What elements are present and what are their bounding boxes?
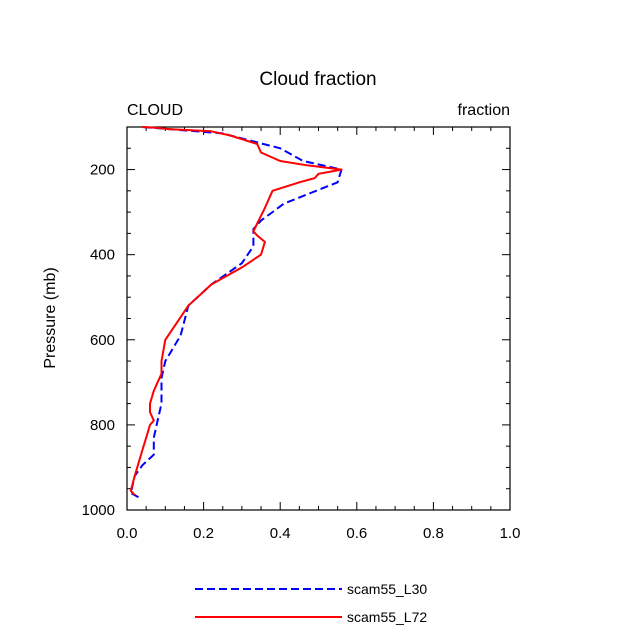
legend: scam55_L30 scam55_L72 bbox=[195, 581, 427, 625]
left-string-label: CLOUD bbox=[127, 102, 183, 119]
y-tick-label: 600 bbox=[90, 332, 115, 349]
y-axis-ticks: 200 400 600 800 1000 bbox=[82, 126, 510, 519]
x-tick-label: 0.6 bbox=[346, 525, 367, 542]
x-axis-ticks: 0.0 0.2 0.4 0.6 0.8 1.0 bbox=[117, 127, 521, 542]
y-tick-label: 1000 bbox=[82, 502, 115, 519]
legend-label: scam55_L72 bbox=[347, 609, 427, 625]
series-line-scam55_L30 bbox=[129, 126, 343, 499]
x-tick-label: 0.4 bbox=[270, 525, 291, 542]
series-lines bbox=[129, 126, 343, 499]
right-string-label: fraction bbox=[458, 102, 510, 119]
chart-title: Cloud fraction bbox=[259, 69, 376, 90]
x-tick-label: 1.0 bbox=[500, 525, 521, 542]
y-tick-label: 800 bbox=[90, 417, 115, 434]
y-tick-label: 400 bbox=[90, 247, 115, 264]
series-line-scam55_L72 bbox=[129, 126, 343, 496]
legend-label: scam55_L30 bbox=[347, 581, 427, 597]
y-axis-label: Pressure (mb) bbox=[42, 267, 59, 368]
y-tick-label: 200 bbox=[90, 162, 115, 179]
x-tick-label: 0.8 bbox=[423, 525, 444, 542]
x-tick-label: 0.2 bbox=[193, 525, 214, 542]
x-tick-label: 0.0 bbox=[117, 525, 138, 542]
